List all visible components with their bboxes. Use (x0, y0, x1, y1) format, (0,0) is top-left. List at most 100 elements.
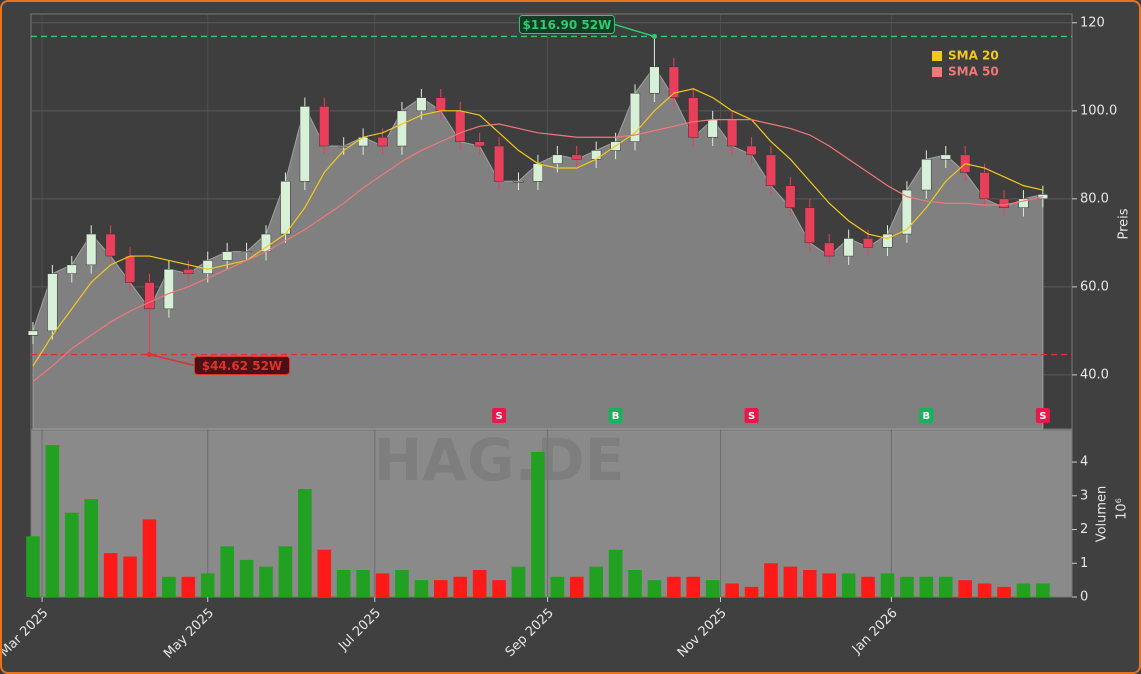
candle-body (493, 145, 505, 182)
legend-swatch (932, 51, 942, 61)
volume-bar (958, 580, 972, 597)
volume-bar (317, 549, 332, 597)
volume-bar (84, 499, 99, 597)
sma-line (32, 88, 1044, 367)
candle-body (319, 106, 330, 147)
x-tick-label: Nov 2025 (675, 606, 730, 661)
candle-body (513, 180, 524, 183)
candle-body (746, 145, 757, 156)
volume-tick-label: 3 (1080, 488, 1088, 503)
volume-bar (472, 570, 487, 597)
level-point (146, 352, 152, 358)
sma-line (32, 119, 1044, 382)
candle-body (629, 92, 641, 142)
candle-body (668, 66, 679, 98)
signal-label: S (1039, 411, 1046, 422)
volume-bar (45, 445, 60, 597)
level-label-box (193, 356, 290, 376)
candle-body (358, 136, 369, 147)
volume-bar (298, 489, 312, 597)
x-tick-label: Jan 2026 (849, 606, 901, 658)
volume-bar (705, 580, 720, 597)
candle-body (940, 154, 951, 160)
candle-body (27, 330, 39, 336)
volume-bar (181, 576, 196, 597)
x-tick-label: May 2025 (161, 606, 217, 662)
candle-body (901, 189, 913, 235)
candle-body (86, 233, 97, 266)
volume-panel (30, 429, 1073, 598)
volume-bar (142, 519, 157, 597)
level-point (651, 33, 657, 39)
candle-body (591, 150, 602, 160)
volume-bar (841, 573, 856, 597)
volume-bar (259, 566, 273, 597)
y-tick-label: 80.0 (1080, 191, 1109, 206)
candle-body (377, 136, 388, 147)
y-tick-label: 100.0 (1080, 103, 1117, 118)
candle-body (144, 282, 155, 310)
candle-body (202, 260, 213, 274)
volume-bar (356, 570, 370, 597)
volume-bar (589, 566, 603, 597)
candle-body (124, 255, 136, 283)
signal-marker (1035, 408, 1050, 423)
signal-marker (744, 408, 759, 423)
volume-bar (375, 573, 390, 597)
signal-marker (492, 408, 507, 423)
volume-bar (26, 536, 40, 597)
candle-body (299, 106, 310, 182)
candle-body (707, 119, 718, 138)
level-label: $44.62 52W (202, 359, 282, 373)
y-axis-label: Preis (1117, 208, 1132, 239)
volume-bar (433, 580, 448, 597)
volume-bar (686, 576, 701, 597)
candle-body (998, 198, 1010, 208)
volume-tick-label: 2 (1080, 522, 1088, 537)
volume-bar (550, 576, 565, 597)
x-tick-label: Mar 2025 (2, 606, 51, 660)
candle-body (222, 251, 233, 261)
candle-body (47, 273, 58, 332)
candle-body (843, 238, 854, 257)
candle-body (688, 97, 699, 138)
candle-body (241, 251, 252, 253)
candle-body (532, 163, 544, 182)
legend-swatch (932, 67, 942, 77)
volume-bar (336, 570, 351, 597)
volume-axis-label: Volumen (1095, 486, 1110, 543)
x-tick-label: Jul 2025 (335, 606, 384, 655)
candle-body (765, 154, 777, 186)
candle-body (921, 158, 932, 191)
candle-body (824, 242, 835, 257)
volume-bar (1036, 583, 1050, 597)
candle-body (474, 141, 485, 147)
volume-bar (744, 586, 759, 597)
volume-bar (453, 576, 468, 597)
volume-bar (667, 576, 681, 597)
volume-bar (977, 583, 992, 597)
volume-bar (900, 576, 914, 597)
candle-body (183, 268, 194, 274)
candle-body (435, 97, 446, 112)
volume-bar (822, 573, 837, 597)
candle-body (338, 145, 349, 148)
volume-bar (531, 451, 545, 597)
volume-bar (764, 563, 778, 597)
volume-bar (239, 559, 254, 597)
signal-marker (608, 408, 623, 423)
candle-body (105, 233, 116, 257)
candle-body (163, 268, 174, 310)
candle-body (552, 154, 563, 164)
candle-body (571, 154, 582, 160)
signal-label: B (612, 411, 620, 422)
candle-body (1018, 198, 1029, 208)
volume-tick-label: 0 (1080, 590, 1088, 605)
volume-bar (200, 573, 215, 597)
candle-body (804, 207, 815, 244)
signal-label: S (748, 411, 755, 422)
candle-body (882, 233, 893, 248)
volume-bar (220, 546, 234, 597)
